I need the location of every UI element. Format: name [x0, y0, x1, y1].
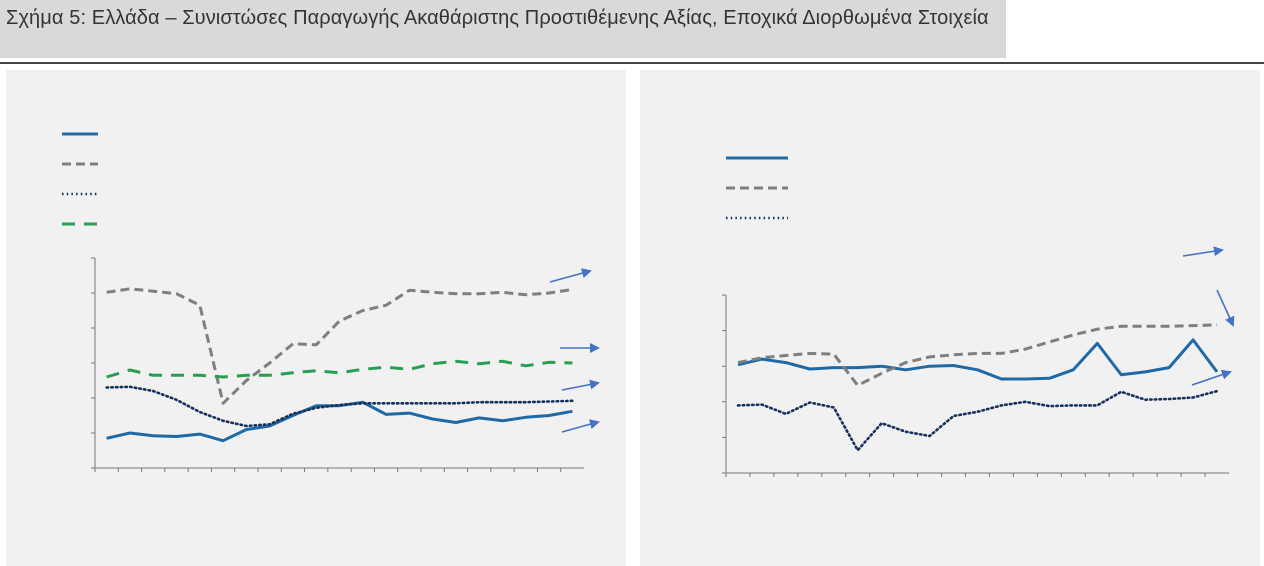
chart-panel-2 [640, 70, 1260, 566]
chart1-series-2-line [106, 287, 573, 405]
chart2-trend-arrow [1216, 289, 1235, 327]
chart1-trend-arrow [561, 419, 600, 433]
chart2-trend-arrow [1191, 369, 1232, 386]
chart2-series-1-line [737, 338, 1219, 381]
figure-title: Σχήμα 5: Ελλάδα – Συνιστώσες Παραγωγής Α… [6, 7, 989, 29]
figure-title-band [0, 0, 1006, 58]
chart2-series-2-line [737, 323, 1218, 387]
chart1-trend-arrow [561, 379, 600, 391]
chart1-series-1-line [106, 400, 573, 443]
title-rule [0, 62, 1264, 64]
chart1-trend-arrow [549, 268, 592, 283]
chart1-series-4-line [106, 359, 573, 379]
chart-panel-1 [6, 70, 626, 566]
chart-1-svg [62, 132, 600, 472]
chart2-series-3-line [736, 389, 1219, 452]
chart-2-svg [722, 156, 1235, 477]
chart1-series-3-line [105, 385, 574, 428]
chart2-trend-arrow [1182, 246, 1224, 257]
